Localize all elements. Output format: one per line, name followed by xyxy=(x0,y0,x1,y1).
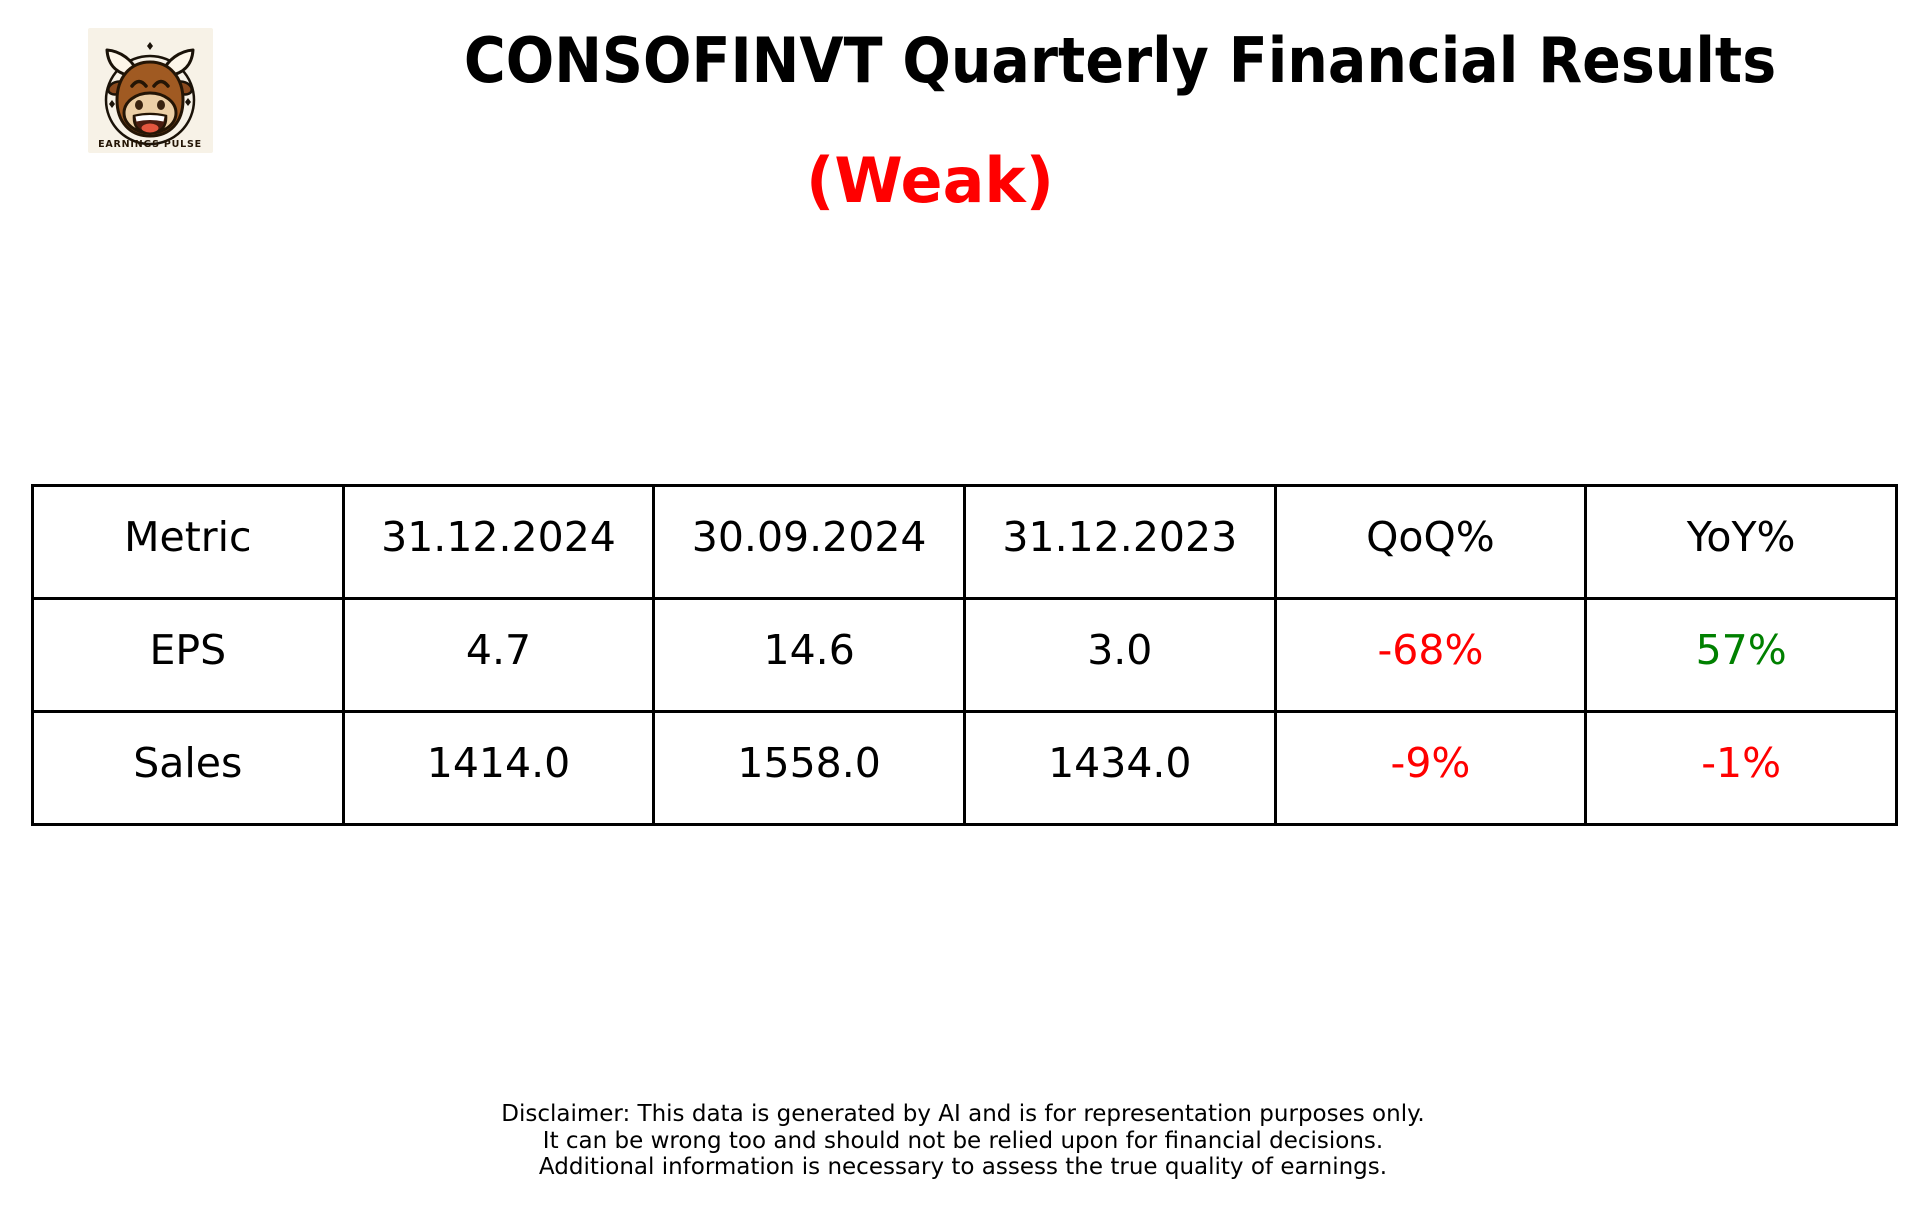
cell-eps-yoy: 57% xyxy=(1584,597,1898,713)
table-row-eps: EPS 4.7 14.6 3.0 -68% 57% xyxy=(31,597,1898,713)
header-row: Metric 31.12.2024 30.09.2024 31.12.2023 … xyxy=(31,484,1898,600)
earnings-pulse-logo: EARNINGS PULSE xyxy=(88,28,213,153)
cell-sales-current: 1414.0 xyxy=(341,710,656,826)
disclaimer-line: Additional information is necessary to a… xyxy=(538,1154,1388,1180)
col-header-qoq: QoQ% xyxy=(1273,484,1588,600)
cell-eps-metric: EPS xyxy=(31,597,345,713)
cell-sales-yoy: -1% xyxy=(1584,710,1898,826)
cell-sales-yearago: 1434.0 xyxy=(962,710,1277,826)
cell-sales-qoq: -9% xyxy=(1273,710,1588,826)
disclaimer-line: Disclaimer: This data is generated by AI… xyxy=(501,1101,1425,1127)
disclaimer: Disclaimer: This data is generated by AI… xyxy=(501,1101,1424,1181)
page-title: CONSOFINVT Quarterly Financial Results xyxy=(463,24,1777,97)
disclaimer-line: It can be wrong too and should not be re… xyxy=(542,1127,1384,1154)
table-row-sales: Sales 1414.0 1558.0 1434.0 -9% -1% xyxy=(31,710,1898,826)
cell-eps-qoq: -68% xyxy=(1273,597,1588,713)
cell-eps-current: 4.7 xyxy=(341,597,656,713)
cell-eps-yearago: 3.0 xyxy=(962,597,1277,713)
cell-sales-previous: 1558.0 xyxy=(652,710,966,826)
cell-eps-previous: 14.6 xyxy=(652,597,966,713)
cell-sales-metric: Sales xyxy=(31,710,345,826)
col-header-yoy: YoY% xyxy=(1584,484,1898,600)
bull-logo-icon: EARNINGS PULSE xyxy=(88,28,213,153)
col-header-metric: Metric xyxy=(31,484,345,600)
verdict-subtitle: (Weak) xyxy=(806,144,1054,217)
col-header-q-current: 31.12.2024 xyxy=(341,484,656,600)
logo-caption: EARNINGS PULSE xyxy=(98,139,202,150)
col-header-q-yearago: 31.12.2023 xyxy=(962,484,1277,600)
col-header-q-previous: 30.09.2024 xyxy=(652,484,966,600)
financials-table: Metric 31.12.2024 30.09.2024 31.12.2023 … xyxy=(31,484,1898,826)
